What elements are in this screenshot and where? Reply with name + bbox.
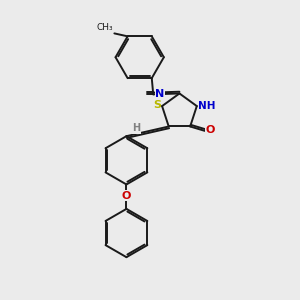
Text: NH: NH xyxy=(198,101,216,111)
Text: CH₃: CH₃ xyxy=(96,23,113,32)
Text: H: H xyxy=(132,123,140,134)
Text: O: O xyxy=(122,190,131,201)
Text: S: S xyxy=(153,100,161,110)
Text: N: N xyxy=(155,89,164,99)
Text: O: O xyxy=(205,125,214,135)
